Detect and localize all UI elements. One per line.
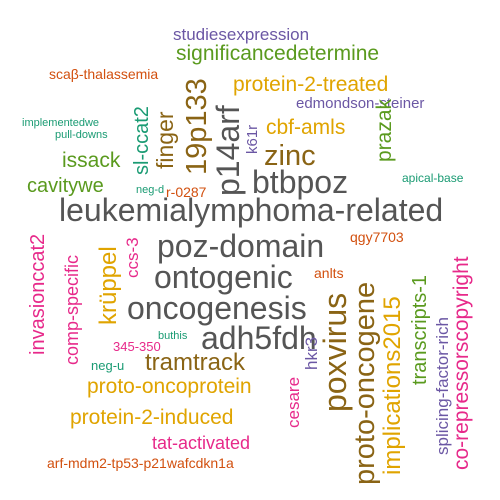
word-protein-2-induced: protein-2-induced (70, 406, 234, 429)
word-finger: finger (152, 111, 178, 169)
word-transcripts-1: transcripts-1 (409, 274, 431, 385)
word-19p133: 19p133 (181, 78, 213, 175)
word-edmondson-steiner: edmondson-steiner (296, 95, 425, 112)
word-implementedwe: implementedwe (22, 117, 100, 129)
word-adh5fdh: adh5fdh (201, 320, 317, 356)
word-apical-base: apical-base (402, 171, 464, 185)
word-r-0287: r-0287 (166, 184, 207, 200)
word-proto-oncoprotein: proto-oncoprotein (87, 375, 252, 398)
word-anlts: anlts (314, 265, 344, 281)
word-kruppel: krüppel (95, 246, 122, 325)
word-oncogenesis: oncogenesis (127, 290, 307, 326)
word-qgy7703: qgy7703 (350, 229, 404, 245)
word-studiesexpression: studiesexpression (173, 25, 310, 44)
word-zinc: zinc (264, 140, 316, 172)
word-proto-oncogene: proto-oncogene (349, 281, 381, 485)
word-scab-thalassemia: scaβ-thalassemia (49, 66, 159, 82)
word-leukemialymphoma-related: leukemialymphoma-related (59, 192, 444, 228)
word-poxvirus: poxvirus (317, 292, 353, 412)
word-co-repressorscopyright: co-repressorscopyright (450, 256, 473, 470)
word-splicing-factor-rich: splicing-factor-rich (433, 317, 452, 455)
word-cavitywe: cavitywe (27, 175, 104, 197)
word-cesare: cesare (284, 376, 303, 428)
word-neg-d: neg-d (136, 184, 165, 196)
word-buthis: buthis (158, 330, 188, 342)
word-neg-u: neg-u (91, 358, 125, 373)
word-significancedetermine: significancedetermine (176, 42, 380, 65)
word-k61r: k61r (244, 124, 261, 154)
word-ontogenic: ontogenic (154, 259, 293, 295)
word-cbf-amls: cbf-amls (266, 116, 346, 139)
word-ccs-3: ccs-3 (123, 237, 142, 278)
word-sl-ccat2: sl-ccat2 (131, 106, 153, 175)
word-btbpoz: btbpoz (252, 164, 349, 200)
word-arf-mdm2-tp53-p21wafcdkn1a: arf-mdm2-tp53-p21wafcdkn1a (47, 455, 234, 471)
word-comp-specific: comp-specific (62, 254, 82, 365)
word-poz-domain: poz-domain (157, 228, 325, 264)
word-implications2015: implications2015 (379, 296, 406, 475)
word-prazak: prazak (373, 98, 396, 162)
word-345-350: 345-350 (113, 339, 161, 354)
word-invasionccat2: invasionccat2 (27, 233, 49, 355)
word-pull-downs: pull-downs (55, 129, 108, 141)
word-tat-activated: tat-activated (152, 433, 251, 453)
word-p14arf: p14arf (210, 105, 246, 196)
word-protein-2-treated: protein-2-treated (233, 73, 389, 96)
word-hkr3: hkr3 (302, 336, 321, 370)
word-issack: issack (62, 149, 121, 172)
word-tramtrack: tramtrack (145, 349, 246, 376)
